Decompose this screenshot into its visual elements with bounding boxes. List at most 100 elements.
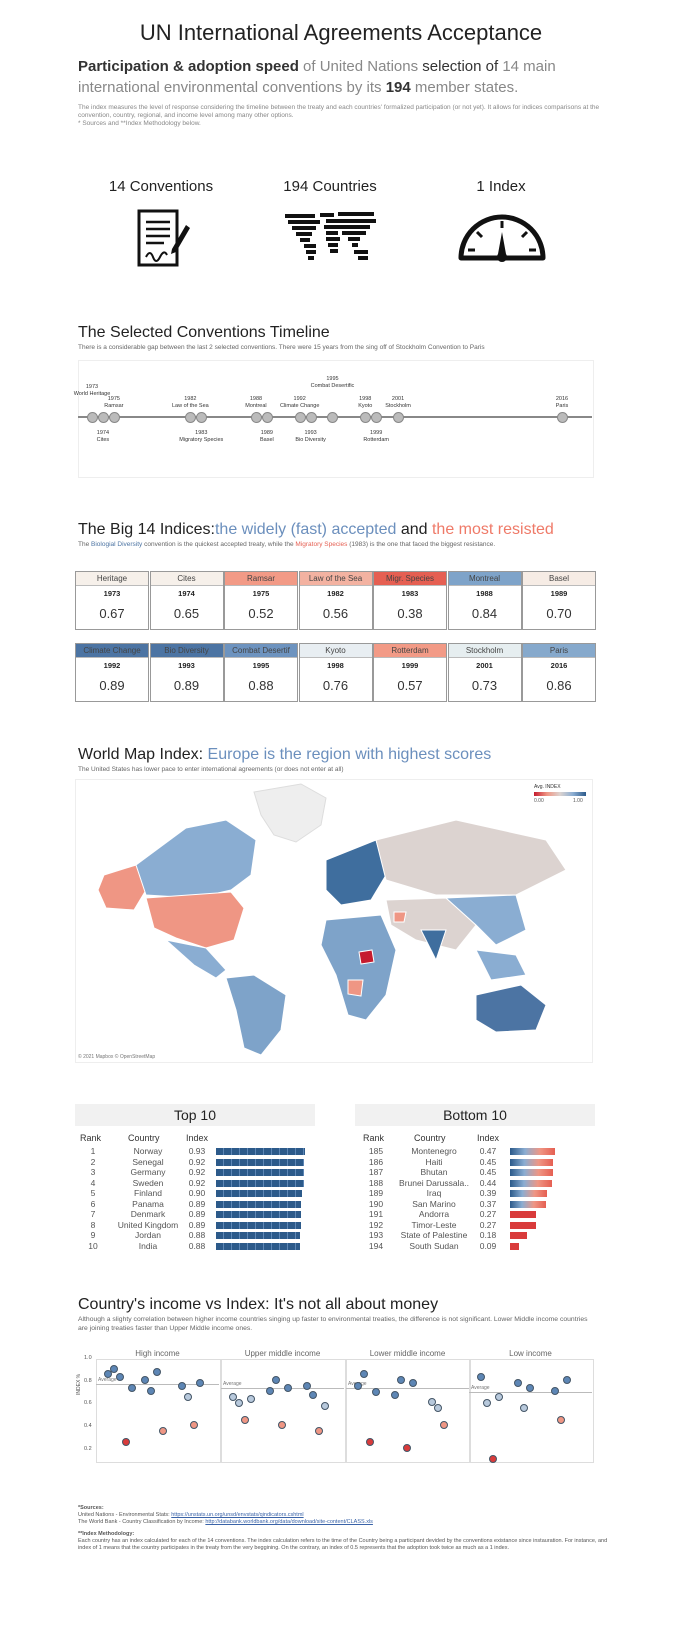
- scatter-point[interactable]: [514, 1379, 522, 1388]
- scatter-point[interactable]: [303, 1381, 311, 1390]
- average-line: [96, 1383, 219, 1385]
- scatter-point[interactable]: [266, 1387, 274, 1396]
- timeline-dot[interactable]: [185, 412, 197, 423]
- convention-card[interactable]: Stockholm 2001 0.73: [447, 643, 522, 702]
- average-label: Average: [98, 1376, 117, 1383]
- scatter-point[interactable]: [403, 1444, 411, 1452]
- scatter-point[interactable]: [196, 1379, 204, 1388]
- scatter-point[interactable]: [141, 1376, 149, 1384]
- scatter-point[interactable]: [483, 1398, 491, 1407]
- index-bar: [216, 1211, 302, 1218]
- scatter-point[interactable]: [241, 1415, 249, 1424]
- scatter-point[interactable]: [440, 1421, 448, 1430]
- source-link-un[interactable]: https://unstats.un.org/unsd/envstats/qin…: [171, 1512, 304, 1518]
- scatter-point[interactable]: [526, 1383, 534, 1392]
- convention-card[interactable]: Kyoto 1998 0.76: [298, 643, 373, 702]
- card-name: Heritage: [76, 572, 148, 586]
- world-map[interactable]: Avg. INDEX 0.00 1.00 © 2021 Mapbox © Ope…: [75, 779, 593, 1063]
- convention-card[interactable]: Ramsar 1975 0.52: [224, 571, 298, 630]
- scatter-point[interactable]: [110, 1364, 118, 1373]
- scatter-point[interactable]: [477, 1372, 485, 1381]
- card-name: Law of the Sea: [299, 572, 372, 586]
- scatter-point[interactable]: [520, 1404, 528, 1413]
- scatter-point[interactable]: [434, 1404, 442, 1413]
- convention-card[interactable]: Montreal 1988 0.84: [447, 571, 522, 630]
- scatter-point[interactable]: [147, 1387, 155, 1396]
- facet-panel: [96, 1359, 221, 1463]
- scatter-point[interactable]: [159, 1427, 167, 1435]
- convention-card[interactable]: Climate Change 1992 0.89: [75, 643, 149, 702]
- scatter-point[interactable]: [278, 1421, 286, 1430]
- timeline-dot[interactable]: [305, 412, 317, 423]
- card-year: 1999: [401, 661, 419, 670]
- scatter-point[interactable]: [409, 1379, 417, 1388]
- scatter-point[interactable]: [360, 1370, 368, 1379]
- intro-bold: Participation & adoption speed: [78, 58, 299, 75]
- scatter-point[interactable]: [489, 1455, 497, 1464]
- scatter-point[interactable]: [428, 1397, 436, 1406]
- scatter-point[interactable]: [184, 1393, 192, 1401]
- scatter-point[interactable]: [366, 1438, 374, 1447]
- timeline-dot[interactable]: [327, 412, 339, 423]
- scatter-point[interactable]: [247, 1395, 255, 1404]
- scatter-point[interactable]: [104, 1370, 112, 1379]
- scatter-point[interactable]: [557, 1415, 565, 1424]
- timeline-dot[interactable]: [108, 412, 120, 423]
- timeline-dot[interactable]: [294, 412, 306, 423]
- scatter-point[interactable]: [563, 1376, 571, 1384]
- scatter-point[interactable]: [178, 1381, 186, 1390]
- card-value: 0.57: [397, 678, 423, 693]
- scatter-point[interactable]: [128, 1383, 136, 1392]
- scatter-point[interactable]: [116, 1372, 124, 1381]
- timeline-dot[interactable]: [261, 412, 273, 423]
- country-cell: Bhutan: [420, 1167, 448, 1177]
- card-year: 1989: [550, 589, 568, 598]
- scatter-point[interactable]: [321, 1402, 329, 1411]
- country-cell: Germany: [130, 1167, 166, 1177]
- convention-card[interactable]: Basel 1989 0.70: [522, 571, 596, 630]
- index-cell: 0.09: [479, 1240, 497, 1251]
- convention-card[interactable]: Law of the Sea 1982 0.56: [298, 571, 373, 630]
- timeline-dot[interactable]: [87, 412, 98, 423]
- convention-card[interactable]: Combat Desertif 1995 0.88: [224, 643, 298, 702]
- timeline-dot[interactable]: [360, 412, 372, 423]
- gauge-icon: [458, 214, 546, 262]
- scatter-point[interactable]: [354, 1381, 362, 1390]
- convention-card[interactable]: Cites 1974 0.65: [149, 571, 224, 630]
- scatter-point[interactable]: [122, 1438, 130, 1447]
- scatter-point[interactable]: [229, 1393, 237, 1401]
- index-bar: [510, 1148, 556, 1155]
- scatter-point[interactable]: [272, 1376, 280, 1384]
- card-name: Paris: [523, 644, 595, 658]
- timeline-dot[interactable]: [196, 412, 208, 423]
- card-name: Kyoto: [299, 644, 372, 658]
- scatter-point[interactable]: [397, 1376, 405, 1384]
- timeline-label: 1975 Ramsar: [104, 396, 124, 409]
- timeline-dot[interactable]: [393, 412, 405, 423]
- rank-cell: 194: [368, 1240, 384, 1251]
- bottom10-table: Bottom 10: [355, 1104, 595, 1126]
- convention-card[interactable]: Heritage 1973 0.67: [75, 571, 149, 630]
- timeline-dot[interactable]: [97, 412, 109, 423]
- scatter-point[interactable]: [551, 1387, 559, 1396]
- timeline-label: 1993 Bio Diversity: [295, 430, 326, 443]
- rank-cell: 193: [368, 1230, 384, 1240]
- scatter-point[interactable]: [372, 1388, 380, 1397]
- scatter-point[interactable]: [391, 1390, 399, 1399]
- scatter-point[interactable]: [153, 1368, 161, 1377]
- timeline-dot[interactable]: [250, 412, 262, 423]
- scatter-point[interactable]: [315, 1427, 323, 1435]
- convention-card[interactable]: Paris 2016 0.86: [522, 643, 596, 702]
- convention-card[interactable]: Rotterdam 1999 0.57: [373, 643, 447, 702]
- timeline-dot[interactable]: [371, 412, 383, 423]
- source-link-worldbank[interactable]: http://databank.worldbank.org/data/downl…: [205, 1519, 373, 1525]
- convention-card[interactable]: Migr. Species 1983 0.38: [373, 571, 447, 630]
- scatter-point[interactable]: [190, 1421, 198, 1430]
- scatter-point[interactable]: [235, 1398, 243, 1407]
- scatter-point[interactable]: [495, 1393, 503, 1401]
- scatter-point[interactable]: [284, 1383, 292, 1392]
- convention-card[interactable]: Bio Diversity 1993 0.89: [149, 643, 224, 702]
- facet-panel: [469, 1359, 594, 1463]
- timeline-dot[interactable]: [557, 412, 568, 423]
- scatter-point[interactable]: [309, 1390, 317, 1399]
